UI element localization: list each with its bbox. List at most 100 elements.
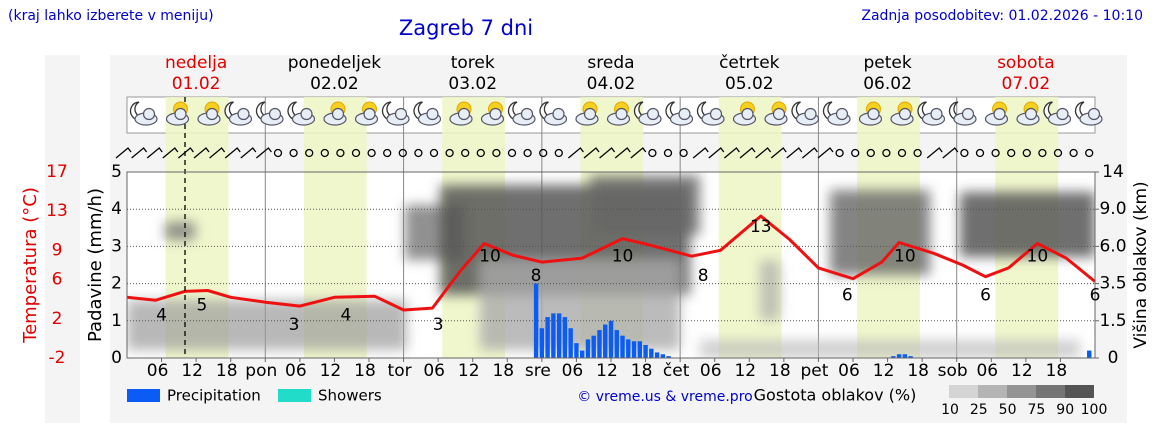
precip-bar: [637, 341, 643, 358]
wind-barb: [614, 147, 631, 159]
cloud-icon: [867, 107, 880, 121]
chart-title: Zagreb 7 dni: [399, 16, 533, 40]
cloud-icon: [835, 107, 849, 121]
temperature-label: 3: [433, 315, 444, 335]
wind-barb: [224, 147, 241, 159]
update-time: Zadnja posodobitev: 01.02.2026 - 10:10: [861, 8, 1143, 24]
cloud-icon: [394, 107, 408, 121]
precip-bar: [608, 320, 614, 358]
y2-title: Višina oblakov (km): [1131, 181, 1151, 348]
wind-calm: [554, 148, 563, 158]
y2-tick-label: 14: [1102, 162, 1124, 182]
temperature-label: 10: [894, 247, 916, 267]
y3-tick-label: 2: [52, 309, 63, 329]
x-tick-label: 12: [458, 361, 480, 381]
precip-bar: [902, 354, 908, 358]
y-tick-label: 0: [111, 348, 122, 368]
cloud-icon: [205, 107, 219, 121]
precip-bar: [597, 330, 602, 358]
precip-bar: [654, 352, 660, 358]
wind-calm: [1038, 148, 1047, 158]
wind-calm: [351, 148, 361, 158]
day-date: 03.02: [448, 74, 497, 94]
precip-bar: [574, 343, 579, 358]
temperature-label: 6: [980, 286, 991, 306]
cloud-icon: [709, 107, 723, 121]
y-tick-label: 1: [111, 311, 122, 331]
precip-bar: [568, 328, 573, 358]
y-tick-label: 3: [111, 236, 122, 256]
wind-calm: [507, 148, 517, 158]
precip-bar: [539, 328, 545, 358]
x-tick-label: 18: [492, 361, 514, 381]
cloud-icon: [1024, 107, 1038, 121]
temperature-label: 10: [479, 247, 501, 267]
wind-calm: [960, 148, 969, 158]
wind-calm: [305, 148, 314, 158]
wind-barb: [770, 147, 787, 159]
precip-bar: [533, 283, 539, 358]
day-name: petek: [863, 53, 911, 73]
precip-bar: [585, 339, 591, 358]
cloud-icon: [489, 107, 502, 121]
wind-barb: [630, 147, 647, 159]
wind-calm: [523, 148, 532, 158]
wind-calm: [414, 148, 423, 158]
wind-barb: [240, 147, 257, 159]
cloud-scale-box: [949, 385, 978, 398]
wind-barb: [193, 147, 210, 159]
wind-barb: [708, 147, 725, 159]
precip-bar: [660, 354, 666, 358]
y2-tick-label: 0: [1108, 348, 1119, 368]
cloud-scale-label: 75: [1027, 402, 1045, 418]
x-tick-label: 18: [354, 361, 376, 381]
precip-bar: [626, 339, 631, 358]
cloud-icon: [646, 107, 660, 121]
cloud-icon: [268, 107, 282, 121]
cloud-icon: [898, 107, 912, 121]
cloud-icon: [331, 107, 345, 121]
precip-bar: [896, 354, 902, 358]
cloud-icon: [457, 107, 471, 121]
wind-calm: [866, 148, 875, 158]
cloud-icon: [520, 107, 534, 121]
precip-bar: [666, 356, 671, 358]
cloud-scale-label: 25: [970, 402, 988, 418]
precip-bar: [631, 341, 637, 358]
wind-calm: [383, 148, 392, 158]
precip-bar: [643, 344, 648, 358]
precip-bar: [551, 313, 556, 358]
x-tick-label: 12: [873, 361, 895, 381]
cloud-scale-box: [1007, 385, 1036, 398]
x-tick-label: 12: [320, 361, 342, 381]
copyright: © vreme.us & vreme.pro: [577, 389, 752, 405]
y3-tick-label: 13: [46, 201, 68, 221]
day-name: sreda: [587, 53, 634, 73]
x-tick-label: 18: [769, 361, 791, 381]
precip-bar: [614, 330, 619, 358]
precip-bar: [891, 356, 896, 358]
x-tick-label: sre: [525, 361, 551, 381]
wind-calm: [476, 148, 485, 158]
cloud-density: [127, 175, 1095, 358]
day-date: 01.02: [172, 74, 221, 94]
wind-calm: [897, 148, 907, 158]
day-date: 05.02: [725, 74, 774, 94]
day-date: 04.02: [587, 74, 636, 94]
legend-label: Showers: [318, 387, 382, 405]
precip-bar: [908, 356, 913, 358]
day-date: 07.02: [1002, 74, 1051, 94]
cloud-icon: [615, 107, 628, 121]
cloud-icon: [583, 107, 597, 121]
wind-calm: [461, 148, 470, 158]
cloud-scale-label: 50: [999, 402, 1017, 418]
x-tick-label: 18: [1046, 361, 1068, 381]
legend-swatch: [127, 389, 160, 402]
day-name: ponedeljek: [288, 53, 382, 73]
y2-tick-label: 9.0: [1099, 199, 1126, 219]
temperature-label: 8: [698, 266, 709, 286]
y2-tick-label: 3.5: [1099, 274, 1126, 294]
x-tick-label: 06: [838, 361, 860, 381]
day-name: četrtek: [719, 53, 780, 73]
